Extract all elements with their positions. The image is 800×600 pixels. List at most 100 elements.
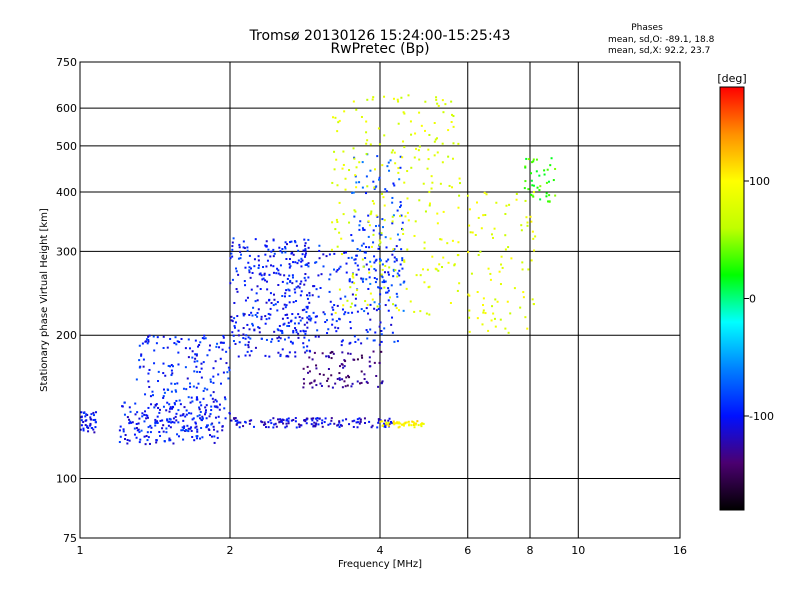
data-point — [378, 302, 381, 305]
data-point — [128, 439, 131, 442]
data-point — [94, 426, 97, 429]
data-point — [387, 161, 390, 164]
data-point — [347, 256, 350, 259]
data-point — [548, 194, 551, 197]
data-point — [304, 242, 307, 245]
data-point — [147, 372, 150, 375]
data-point — [272, 255, 275, 258]
data-point — [194, 421, 197, 424]
data-point — [543, 169, 546, 172]
data-point — [227, 377, 230, 380]
data-point — [282, 307, 285, 310]
data-point — [191, 350, 194, 353]
data-point — [250, 311, 253, 314]
data-point — [492, 312, 495, 315]
data-point — [236, 419, 239, 422]
data-point — [348, 423, 351, 426]
data-point — [191, 356, 194, 359]
data-point — [398, 238, 401, 241]
data-point — [328, 253, 331, 256]
data-point — [165, 409, 168, 412]
data-point — [343, 313, 346, 316]
data-point — [336, 424, 339, 427]
data-point — [299, 330, 302, 333]
data-point — [303, 323, 306, 326]
data-point — [477, 216, 480, 219]
data-point — [272, 271, 275, 274]
data-point — [147, 340, 150, 343]
data-point — [530, 161, 533, 164]
data-point — [289, 340, 292, 343]
data-point — [360, 342, 363, 345]
data-point — [494, 325, 497, 328]
data-point — [520, 229, 523, 232]
data-point — [361, 356, 364, 359]
data-point — [423, 281, 426, 284]
data-point — [303, 336, 306, 339]
data-point — [202, 397, 205, 400]
data-point — [450, 120, 453, 123]
data-point — [306, 294, 309, 297]
data-point — [393, 423, 396, 426]
data-point — [181, 414, 184, 417]
data-point — [268, 317, 271, 320]
data-point — [378, 143, 381, 146]
data-point — [301, 317, 304, 320]
data-point — [392, 420, 395, 423]
data-point — [236, 421, 239, 424]
data-point — [372, 180, 375, 183]
data-point — [93, 431, 96, 434]
data-point — [471, 231, 474, 234]
data-point — [167, 420, 170, 423]
data-point — [372, 241, 375, 244]
data-point — [277, 339, 280, 342]
data-point — [122, 430, 125, 433]
data-point — [267, 312, 270, 315]
data-point — [306, 345, 309, 348]
data-point — [173, 342, 176, 345]
data-point — [251, 322, 254, 325]
data-point — [212, 381, 215, 384]
data-point — [288, 301, 291, 304]
data-point — [402, 140, 405, 143]
data-point — [297, 423, 300, 426]
data-point — [205, 417, 208, 420]
data-point — [244, 343, 247, 346]
data-point — [152, 335, 155, 338]
data-point — [368, 360, 371, 363]
data-point — [289, 280, 292, 283]
data-point — [451, 113, 454, 116]
data-point — [138, 417, 141, 420]
data-point — [193, 370, 196, 373]
data-point — [242, 337, 245, 340]
data-point — [410, 424, 413, 427]
data-point — [248, 266, 251, 269]
data-point — [392, 275, 395, 278]
data-point — [229, 257, 232, 260]
data-point — [401, 267, 404, 270]
data-point — [154, 421, 157, 424]
data-point — [350, 385, 353, 388]
data-point — [285, 257, 288, 260]
data-point — [306, 321, 309, 324]
data-point — [536, 186, 539, 189]
data-point — [174, 389, 177, 392]
data-point — [358, 181, 361, 184]
data-point — [328, 356, 331, 359]
data-point — [276, 267, 279, 270]
data-point — [307, 276, 310, 279]
data-point — [177, 409, 180, 412]
data-point — [391, 316, 394, 319]
data-point — [292, 261, 295, 264]
data-point — [169, 439, 172, 442]
data-point — [281, 251, 284, 254]
data-point — [467, 293, 470, 296]
data-point — [172, 417, 175, 420]
data-point — [368, 246, 371, 249]
data-point — [332, 308, 335, 311]
data-point — [265, 245, 268, 248]
data-point — [515, 198, 518, 201]
data-point — [391, 220, 394, 223]
data-point — [171, 407, 174, 410]
